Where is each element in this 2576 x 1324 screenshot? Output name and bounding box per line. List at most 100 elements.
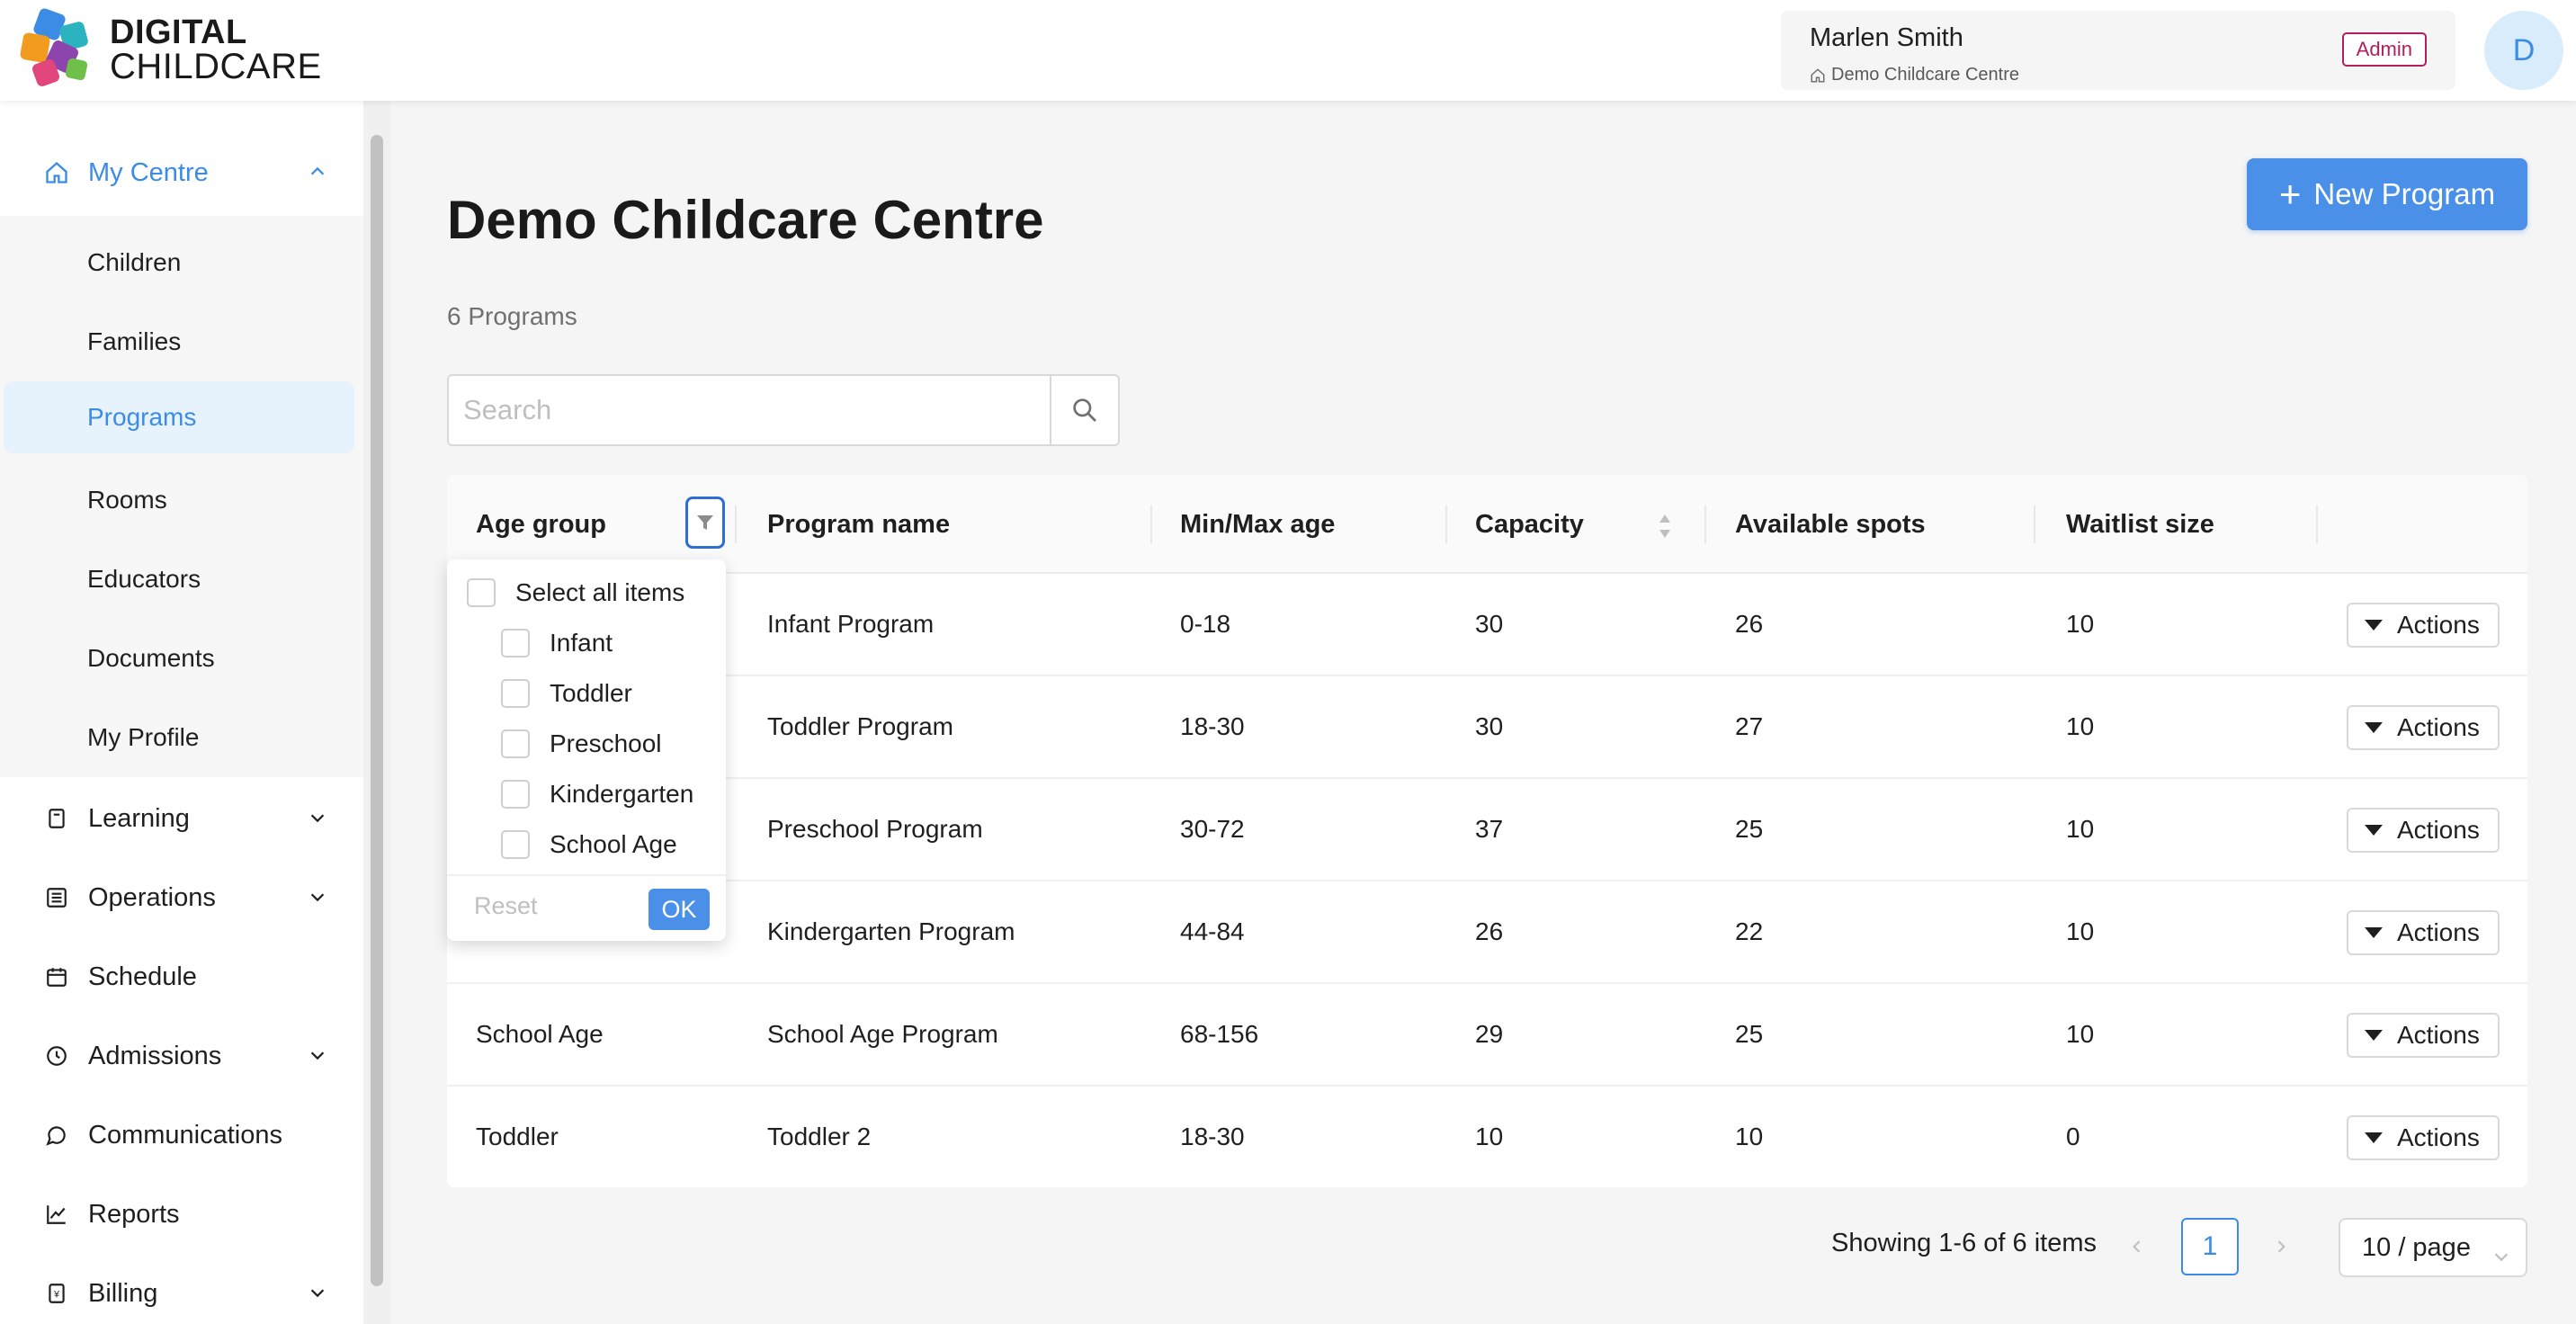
filter-option-school-age[interactable]: School Age bbox=[501, 822, 677, 867]
table-row: Infant Program 0-18 30 26 10 Actions bbox=[447, 574, 2527, 676]
sidebar-scrollbar[interactable] bbox=[363, 101, 390, 1324]
table-row: Toddler Program 18-30 30 27 10 Actions bbox=[447, 676, 2527, 779]
table-row: School Age School Age Program 68-156 29 … bbox=[447, 984, 2527, 1087]
plus-icon: + bbox=[2278, 173, 2302, 215]
scrollbar-thumb[interactable] bbox=[371, 135, 383, 1286]
sidebar-item-label: Admissions bbox=[88, 1041, 222, 1070]
user-centre: Demo Childcare Centre bbox=[1810, 65, 2019, 85]
sidebar-item-my-profile[interactable]: My Profile bbox=[87, 723, 200, 751]
sidebar-item-schedule[interactable]: Schedule bbox=[0, 937, 363, 1016]
sidebar-item-operations[interactable]: Operations bbox=[0, 858, 363, 937]
column-age-group: Age group bbox=[476, 509, 606, 539]
sidebar-item-children[interactable]: Children bbox=[87, 248, 182, 276]
actions-label: Actions bbox=[2397, 611, 2480, 639]
sidebar-item-communications[interactable]: Communications bbox=[0, 1096, 363, 1175]
sidebar: My Centre Children Families Programs Roo… bbox=[0, 101, 363, 1324]
cell-capacity: 30 bbox=[1475, 712, 1504, 740]
cell-capacity: 30 bbox=[1475, 610, 1504, 638]
sidebar-item-learning[interactable]: Learning bbox=[0, 779, 363, 858]
cell-capacity: 10 bbox=[1475, 1123, 1504, 1150]
cell-age-range: 18-30 bbox=[1180, 1123, 1245, 1150]
user-card[interactable]: Marlen Smith Demo Childcare Centre Admin bbox=[1781, 11, 2455, 90]
sidebar-item-reports[interactable]: Reports bbox=[0, 1175, 363, 1254]
column-divider bbox=[1704, 505, 1706, 543]
table-row: Preschool Program 30-72 37 25 10 Actions bbox=[447, 779, 2527, 881]
actions-button[interactable]: Actions bbox=[2347, 603, 2500, 648]
cell-capacity: 26 bbox=[1475, 917, 1504, 945]
table-row: Kindergarten Program 44-84 26 22 10 Acti… bbox=[447, 881, 2527, 984]
actions-button[interactable]: Actions bbox=[2347, 705, 2500, 750]
caret-down-icon bbox=[2365, 825, 2383, 836]
column-divider bbox=[2316, 505, 2318, 543]
book-icon bbox=[43, 805, 70, 832]
filter-option-label: School Age bbox=[550, 830, 677, 858]
sidebar-item-billing[interactable]: ¥ Billing bbox=[0, 1254, 363, 1324]
checkbox[interactable] bbox=[501, 830, 530, 859]
chevron-left-icon bbox=[2133, 1240, 2141, 1253]
sidebar-item-rooms[interactable]: Rooms bbox=[87, 486, 167, 514]
cell-available: 10 bbox=[1735, 1123, 1764, 1150]
top-header: DIGITAL CHILDCARE Marlen Smith Demo Chil… bbox=[0, 0, 2576, 101]
cell-available: 27 bbox=[1735, 712, 1764, 740]
sidebar-item-label: Communications bbox=[88, 1120, 282, 1150]
page-size-value: 10 / page bbox=[2362, 1232, 2471, 1262]
pagination-next-button[interactable] bbox=[2265, 1229, 2297, 1265]
filter-option-toddler[interactable]: Toddler bbox=[501, 671, 632, 716]
actions-button[interactable]: Actions bbox=[2347, 1013, 2500, 1058]
column-program-name: Program name bbox=[767, 509, 951, 539]
filter-option-preschool[interactable]: Preschool bbox=[501, 721, 662, 766]
puzzle-logo-icon bbox=[20, 8, 88, 86]
filter-reset-button[interactable]: Reset bbox=[474, 892, 538, 919]
chevron-down-icon bbox=[310, 893, 325, 902]
checkbox[interactable] bbox=[501, 629, 530, 658]
column-divider bbox=[735, 505, 737, 543]
home-icon bbox=[43, 159, 70, 186]
cell-age-group: School Age bbox=[476, 1020, 604, 1048]
new-program-button[interactable]: + New Program bbox=[2247, 158, 2527, 230]
age-group-filter-dropdown: Select all items Infant Toddler Preschoo… bbox=[447, 559, 726, 941]
svg-text:¥: ¥ bbox=[53, 1289, 60, 1300]
sidebar-item-admissions[interactable]: Admissions bbox=[0, 1016, 363, 1096]
search-input[interactable] bbox=[449, 376, 1050, 444]
filter-option-infant[interactable]: Infant bbox=[501, 621, 613, 666]
cell-available: 25 bbox=[1735, 1020, 1764, 1048]
filter-option-label: Toddler bbox=[550, 679, 632, 707]
sidebar-item-programs[interactable]: Programs bbox=[4, 381, 354, 453]
checkbox[interactable] bbox=[501, 729, 530, 758]
sidebar-item-label: Reports bbox=[88, 1199, 180, 1229]
actions-label: Actions bbox=[2397, 918, 2480, 946]
filter-option-kindergarten[interactable]: Kindergarten bbox=[501, 772, 693, 817]
sort-icon[interactable] bbox=[1656, 511, 1674, 541]
checkbox[interactable] bbox=[467, 578, 496, 607]
age-group-filter-button[interactable] bbox=[685, 497, 725, 549]
actions-button[interactable]: Actions bbox=[2347, 1115, 2500, 1160]
page-size-select[interactable]: 10 / page bbox=[2339, 1218, 2527, 1277]
search-button[interactable] bbox=[1050, 376, 1118, 444]
column-available-spots: Available spots bbox=[1735, 509, 1926, 539]
column-capacity[interactable]: Capacity bbox=[1475, 509, 1584, 539]
cell-program-name: Toddler Program bbox=[767, 712, 953, 740]
logo[interactable]: DIGITAL CHILDCARE bbox=[16, 7, 322, 92]
actions-button[interactable]: Actions bbox=[2347, 910, 2500, 955]
checkbox[interactable] bbox=[501, 679, 530, 708]
checkbox[interactable] bbox=[501, 780, 530, 809]
column-divider bbox=[2034, 505, 2035, 543]
sidebar-item-label: Schedule bbox=[88, 962, 197, 991]
sidebar-item-educators[interactable]: Educators bbox=[87, 565, 201, 593]
cell-waitlist: 0 bbox=[2066, 1123, 2080, 1150]
filter-select-all[interactable]: Select all items bbox=[467, 570, 684, 615]
sidebar-item-my-centre[interactable]: My Centre bbox=[0, 133, 363, 212]
sidebar-item-families[interactable]: Families bbox=[87, 327, 182, 355]
cell-age-range: 18-30 bbox=[1180, 712, 1245, 740]
table-header: Age group Program name Min/Max age Capac… bbox=[447, 475, 2527, 574]
cell-age-range: 44-84 bbox=[1180, 917, 1245, 945]
avatar[interactable]: D bbox=[2484, 11, 2563, 90]
actions-button[interactable]: Actions bbox=[2347, 808, 2500, 853]
cell-program-name: School Age Program bbox=[767, 1020, 998, 1048]
actions-label: Actions bbox=[2397, 1021, 2480, 1049]
sidebar-item-documents[interactable]: Documents bbox=[87, 644, 215, 672]
pagination-prev-button[interactable] bbox=[2121, 1229, 2153, 1265]
filter-ok-button[interactable]: OK bbox=[648, 889, 710, 930]
sidebar-item-label: Billing bbox=[88, 1278, 158, 1308]
pagination-page-1[interactable]: 1 bbox=[2181, 1218, 2239, 1275]
